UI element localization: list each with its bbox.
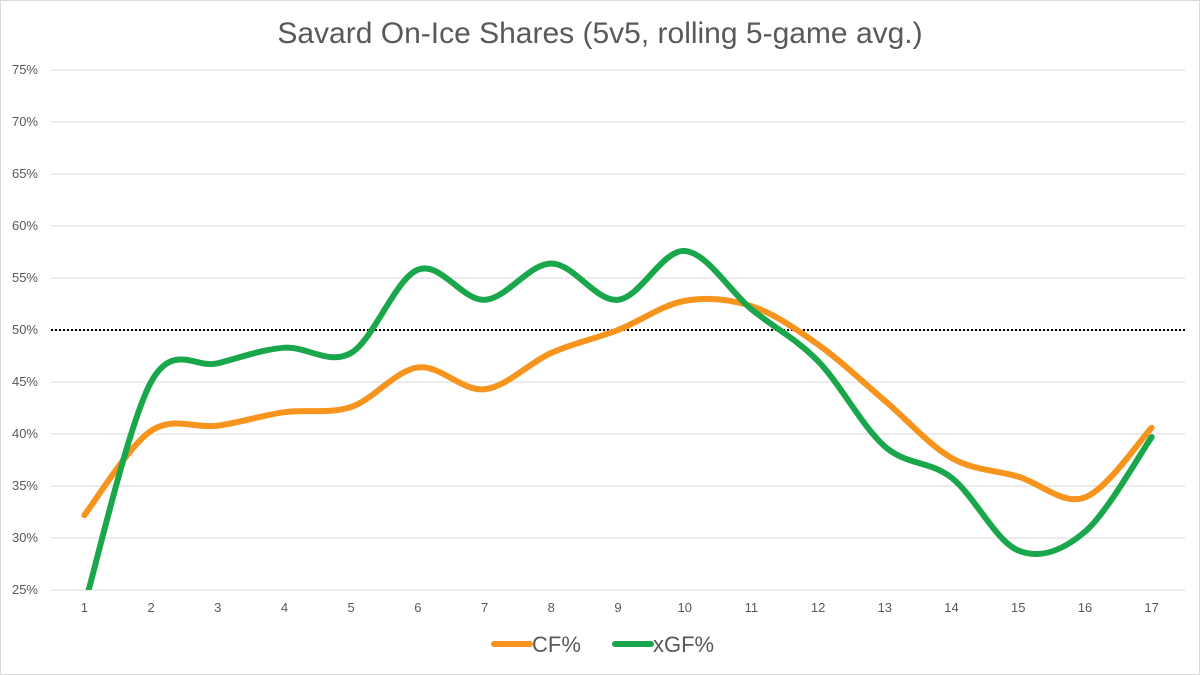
x-tick-label: 16 [1078, 600, 1092, 615]
y-axis-tick-labels: 25% 30% 35% 40% 45% 50% 55% 60% 65% 70% 75% [12, 62, 38, 597]
x-tick-label: 11 [745, 600, 759, 615]
y-tick-label: 55% [12, 270, 38, 285]
x-tick-label: 4 [281, 600, 288, 615]
x-axis-tick-labels: 1 2 3 4 5 6 7 8 9 10 11 12 13 14 15 16 17 [81, 600, 1159, 615]
x-tick-label: 5 [348, 600, 355, 615]
y-tick-label: 40% [12, 426, 38, 441]
y-tick-label: 70% [12, 114, 38, 129]
x-tick-label: 3 [214, 600, 221, 615]
x-tick-label: 6 [414, 600, 421, 615]
x-tick-label: 17 [1144, 600, 1158, 615]
x-tick-label: 10 [677, 600, 691, 615]
y-tick-label: 60% [12, 218, 38, 233]
x-tick-label: 8 [548, 600, 555, 615]
x-tick-label: 7 [481, 600, 488, 615]
y-tick-label: 75% [12, 62, 38, 77]
y-tick-label: 35% [12, 478, 38, 493]
series-line-cf-pct [81, 295, 1155, 519]
x-tick-label: 9 [614, 600, 621, 615]
x-tick-label: 2 [147, 600, 154, 615]
series-line-xgf-pct [85, 247, 1155, 590]
legend-label-xgf-pct: xGF% [653, 632, 714, 657]
y-tick-label: 25% [12, 582, 38, 597]
y-tick-label: 45% [12, 374, 38, 389]
x-tick-label: 14 [944, 600, 958, 615]
x-tick-label: 13 [878, 600, 892, 615]
x-tick-label: 1 [81, 600, 88, 615]
chart-title: Savard On-Ice Shares (5v5, rolling 5-gam… [277, 17, 922, 50]
legend: CF% xGF% [491, 632, 714, 657]
y-tick-label: 65% [12, 166, 38, 181]
legend-label-cf-pct: CF% [532, 632, 581, 657]
x-tick-label: 15 [1011, 600, 1025, 615]
y-tick-label: 30% [12, 530, 38, 545]
y-tick-label: 50% [12, 322, 38, 337]
x-tick-label: 12 [811, 600, 825, 615]
series-lines [81, 247, 1155, 590]
